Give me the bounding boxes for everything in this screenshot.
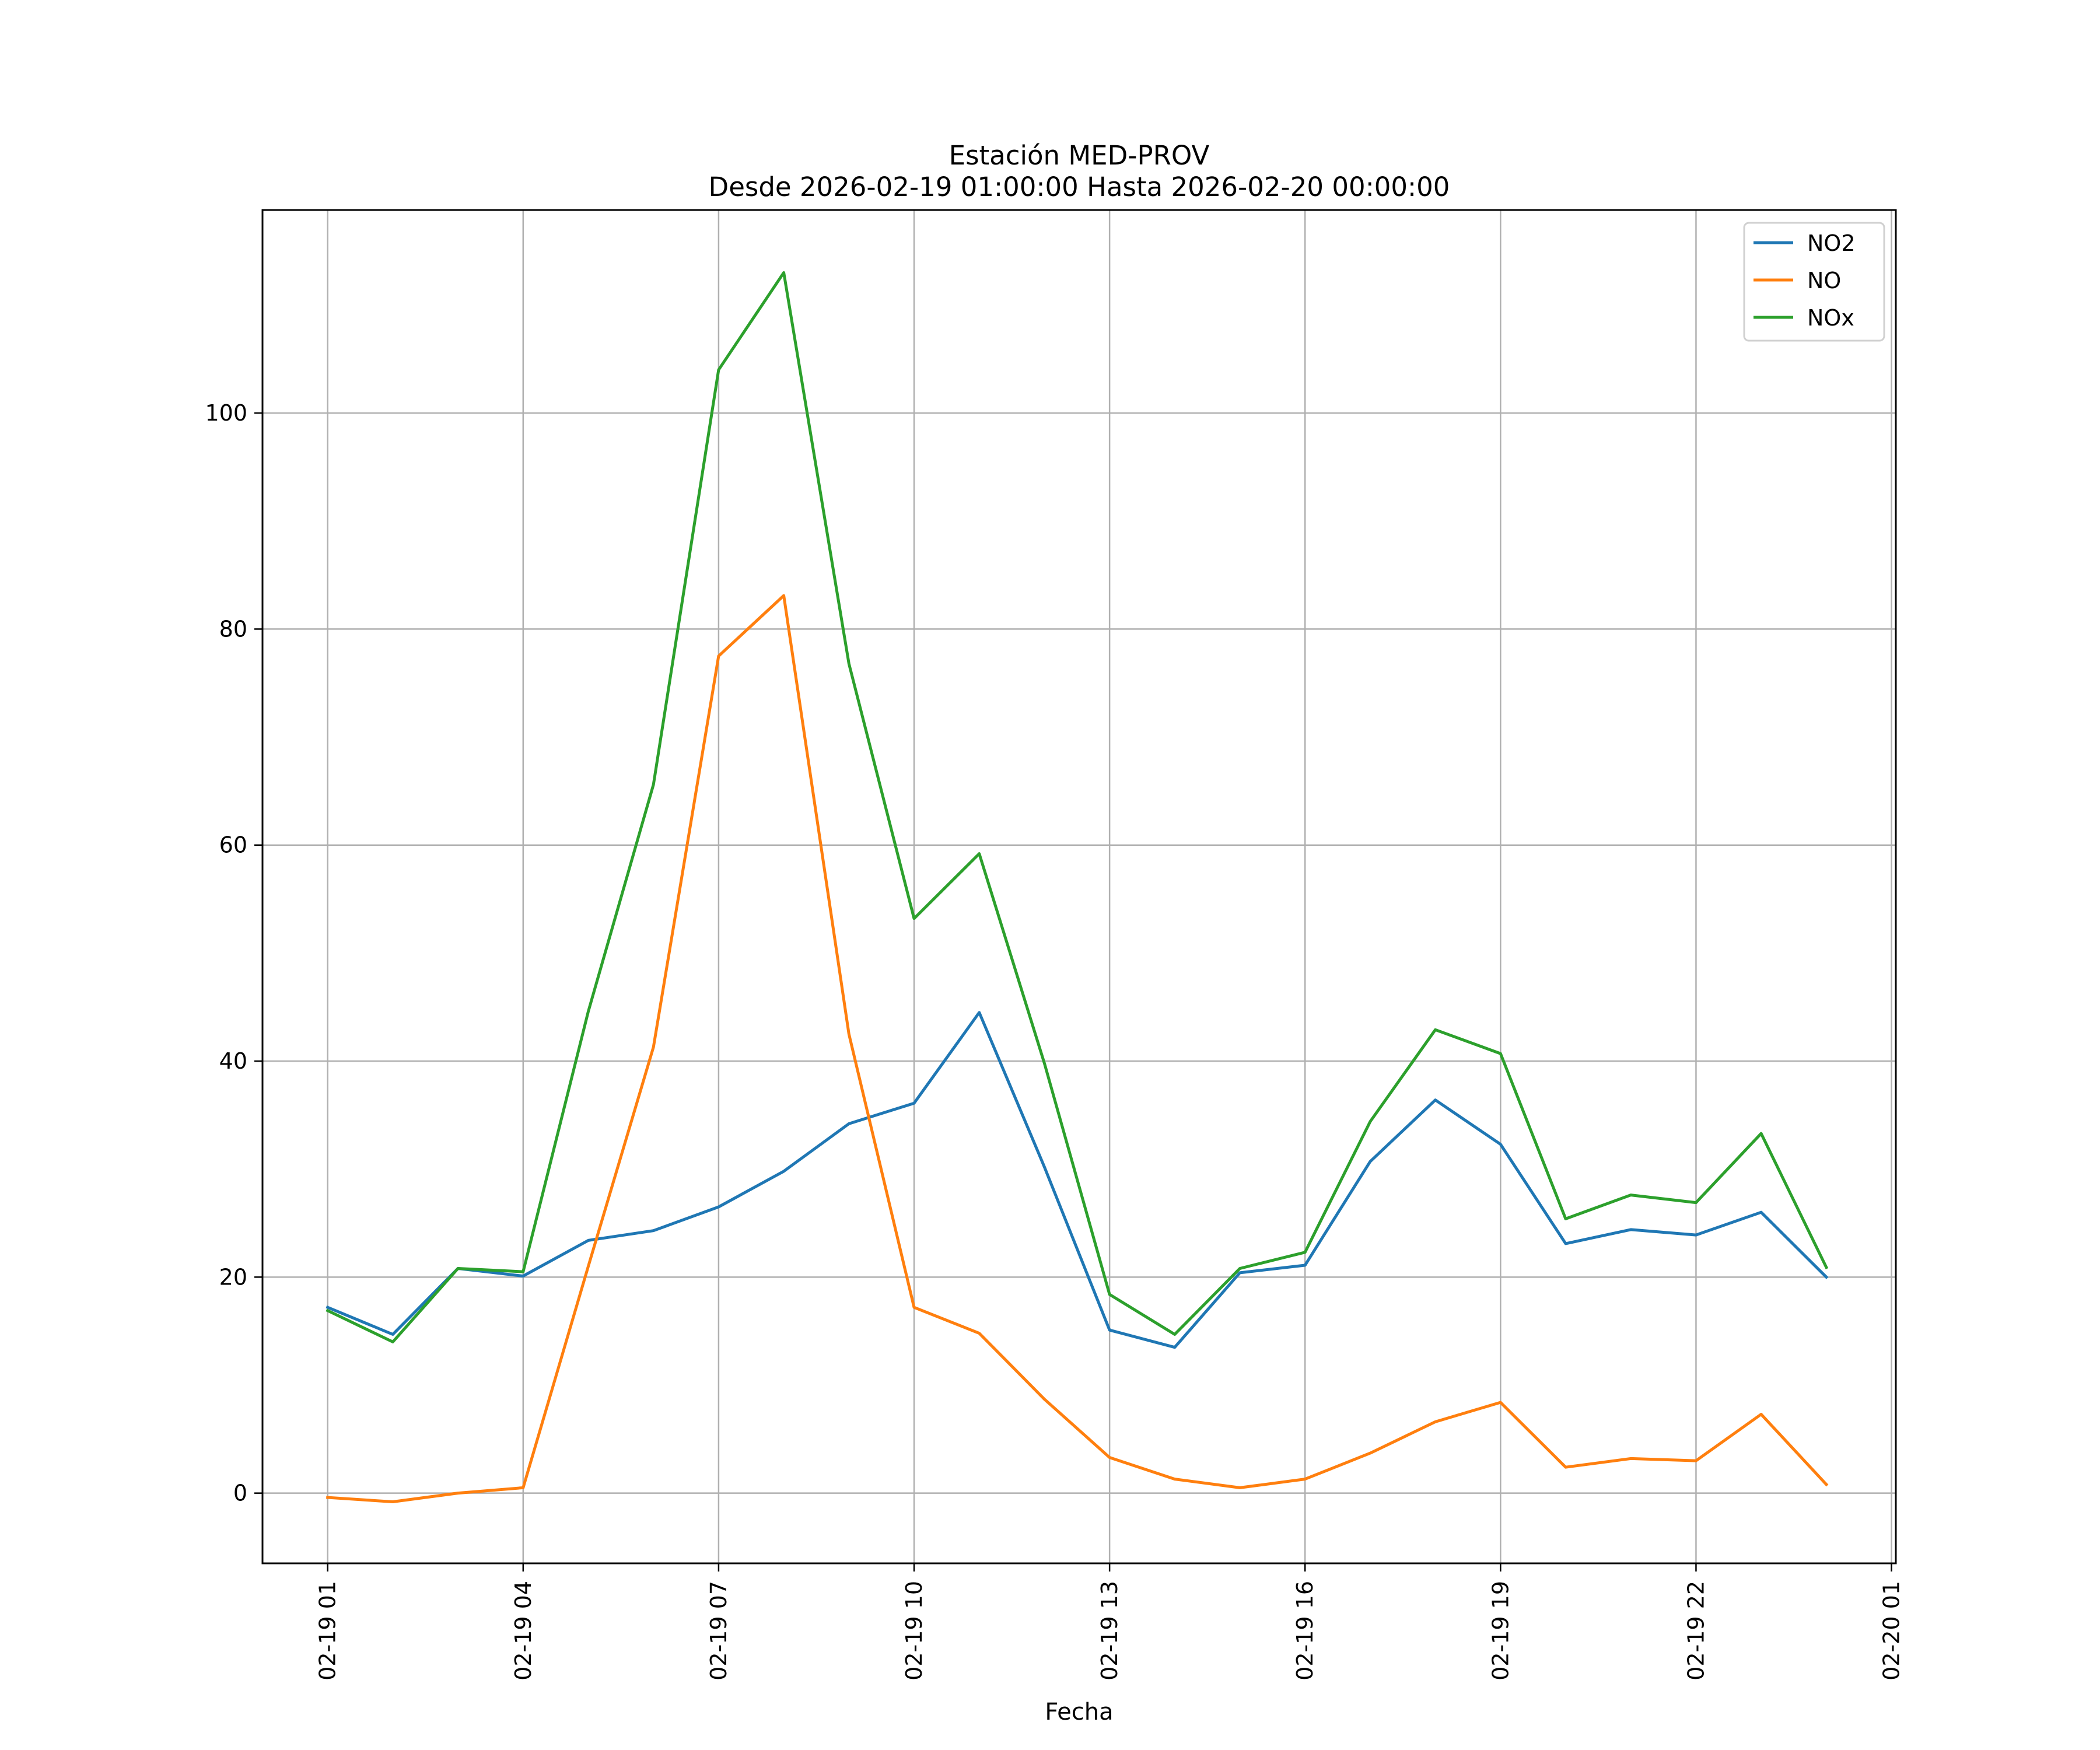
grid <box>262 210 1896 1563</box>
y-tick-label: 100 <box>205 400 247 426</box>
legend-label-nox: NOx <box>1807 305 1854 331</box>
x-tick-label: 02-20 01 <box>1879 1581 1905 1681</box>
x-tick-label: 02-19 16 <box>1292 1581 1318 1681</box>
chart-title: Estación MED-PROV <box>949 140 1210 171</box>
chart-subtitle: Desde 2026-02-19 01:00:00 Hasta 2026-02-… <box>709 172 1450 202</box>
y-tick-label: 0 <box>233 1480 247 1506</box>
series-line-nox <box>326 271 1829 1343</box>
series-line-no2 <box>326 1011 1829 1349</box>
y-tick-label: 40 <box>219 1048 247 1074</box>
series-lines <box>326 271 1829 1503</box>
x-tick-label: 02-19 22 <box>1683 1581 1709 1681</box>
legend-label-no: NO <box>1807 268 1841 293</box>
plot-frame <box>261 209 1897 1564</box>
y-tick-label: 80 <box>219 616 247 642</box>
y-tick-label: 20 <box>219 1264 247 1290</box>
series-line-no <box>326 594 1829 1503</box>
x-axis: 02-19 01 02-19 04 02-19 07 02-19 10 02-19 13… <box>315 1563 1905 1681</box>
legend-box <box>1743 222 1885 342</box>
legend: NO2 NO NOx <box>1743 222 1885 342</box>
x-tick-label: 02-19 07 <box>706 1581 732 1681</box>
y-axis: 0 20 40 60 80 100 <box>205 400 262 1506</box>
x-tick-label: 02-19 10 <box>901 1581 927 1681</box>
legend-label-no2: NO2 <box>1807 230 1856 256</box>
x-tick-label: 02-19 01 <box>315 1581 341 1681</box>
y-tick-label: 60 <box>219 832 247 858</box>
x-tick-label: 02-19 04 <box>510 1581 536 1681</box>
x-axis-label: Fecha <box>1045 1699 1113 1726</box>
x-tick-label: 02-19 13 <box>1097 1581 1122 1681</box>
x-tick-label: 02-19 19 <box>1488 1581 1513 1681</box>
